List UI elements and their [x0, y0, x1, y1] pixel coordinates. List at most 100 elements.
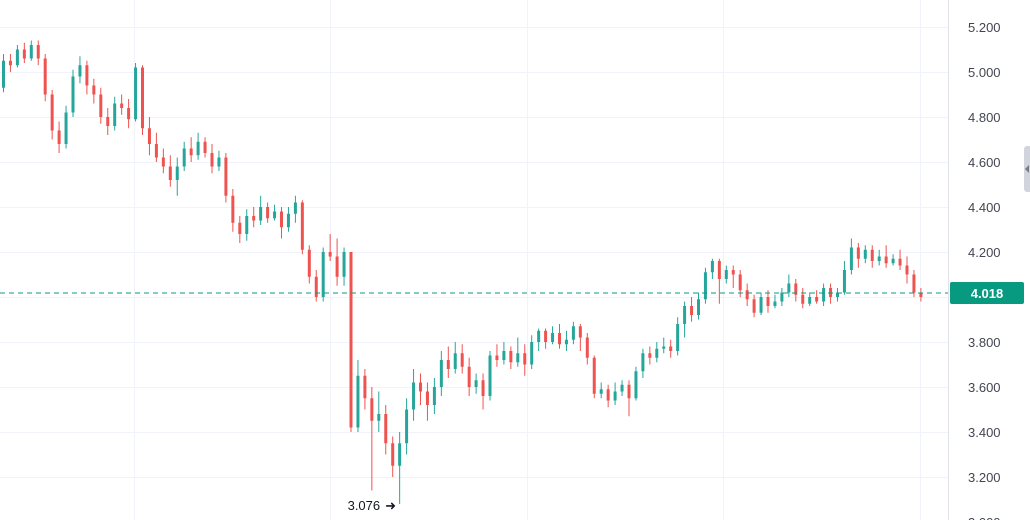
candle — [856, 243, 860, 268]
candle — [905, 256, 909, 284]
collapse-panel-handle[interactable] — [1024, 146, 1030, 192]
candle-body — [787, 283, 791, 293]
candle — [134, 63, 138, 122]
candle — [446, 346, 450, 378]
candle — [815, 290, 819, 304]
candle — [43, 54, 47, 102]
candle — [453, 342, 457, 374]
candle-body — [252, 216, 256, 221]
candle — [558, 324, 561, 349]
candle-body — [238, 222, 242, 234]
candle-body — [495, 355, 499, 360]
candle — [8, 54, 12, 72]
low-price-marker: 3.076 ➜ — [348, 498, 396, 513]
candle-body — [259, 207, 263, 221]
candle-body — [891, 258, 895, 264]
candle-body — [773, 301, 777, 306]
candle — [891, 254, 895, 266]
candle-body — [509, 351, 513, 363]
current-price-tag-background — [950, 281, 1024, 304]
candle-body — [877, 256, 881, 261]
candle-body — [22, 49, 26, 59]
candle — [71, 69, 75, 117]
candle-body — [606, 389, 610, 401]
candle-body — [648, 353, 652, 358]
candle-body — [446, 360, 450, 369]
candle — [669, 339, 673, 358]
candle-body — [335, 256, 339, 277]
candle — [752, 294, 756, 318]
candle — [530, 335, 534, 369]
candle-body — [300, 202, 304, 250]
candle — [773, 294, 777, 309]
candle — [516, 337, 520, 367]
candle — [502, 342, 506, 365]
candle — [273, 204, 277, 221]
price-tick-label: 4.200 — [968, 245, 1001, 260]
candle — [551, 326, 555, 345]
candle — [266, 202, 270, 223]
candle — [564, 330, 568, 351]
price-axis[interactable]: 5.2005.0004.8004.6004.4004.2004.0003.800… — [968, 20, 1001, 520]
candle-body — [544, 330, 548, 342]
candle-body — [217, 157, 221, 167]
candle-body — [370, 398, 374, 421]
candle-body — [822, 288, 826, 302]
candle-body — [71, 76, 75, 113]
candle-body — [439, 360, 443, 387]
candle-body — [752, 299, 756, 313]
candle — [342, 247, 346, 286]
candle — [196, 132, 200, 160]
candle — [182, 141, 186, 171]
candle-body — [634, 371, 638, 399]
candle — [655, 342, 659, 363]
candle — [474, 373, 478, 394]
candle-body — [161, 157, 165, 167]
candle — [217, 150, 221, 171]
candle-body — [745, 290, 749, 300]
candle-body — [884, 256, 888, 264]
candle — [606, 384, 610, 408]
candle-body — [836, 292, 839, 297]
candle — [710, 258, 714, 279]
price-tick-label: 3.800 — [968, 335, 1001, 350]
candle-body — [377, 414, 381, 421]
candle — [391, 436, 395, 477]
candle — [203, 137, 207, 158]
candle-body — [349, 252, 353, 428]
candle-body — [419, 382, 422, 392]
candle — [724, 265, 728, 284]
candle — [29, 40, 33, 61]
candle-body — [502, 351, 506, 360]
candle-body — [738, 274, 742, 291]
candle — [50, 90, 54, 140]
candle-body — [266, 207, 270, 219]
candle-body — [384, 414, 388, 444]
candle-body — [905, 265, 909, 275]
candle-body — [620, 384, 624, 392]
candle — [147, 117, 151, 156]
candle-body — [356, 375, 360, 428]
candle-body — [662, 346, 666, 349]
candle — [85, 60, 89, 95]
candle — [92, 78, 96, 104]
candle-body — [564, 339, 568, 345]
candle — [99, 87, 103, 124]
candle — [613, 382, 617, 405]
candle-body — [731, 270, 735, 275]
candle — [467, 357, 471, 396]
candle — [648, 346, 652, 365]
price-tick-label: 3.200 — [968, 470, 1001, 485]
candle — [120, 94, 124, 115]
candle — [293, 195, 297, 223]
low-price-label: 3.076 — [348, 498, 381, 513]
candle-body — [412, 382, 416, 410]
candle-body — [759, 297, 763, 313]
candle-body — [321, 252, 325, 297]
candle — [620, 380, 624, 396]
candle-body — [919, 292, 923, 297]
candle — [432, 378, 436, 414]
candle-body — [849, 247, 853, 270]
candle-body — [405, 409, 409, 444]
